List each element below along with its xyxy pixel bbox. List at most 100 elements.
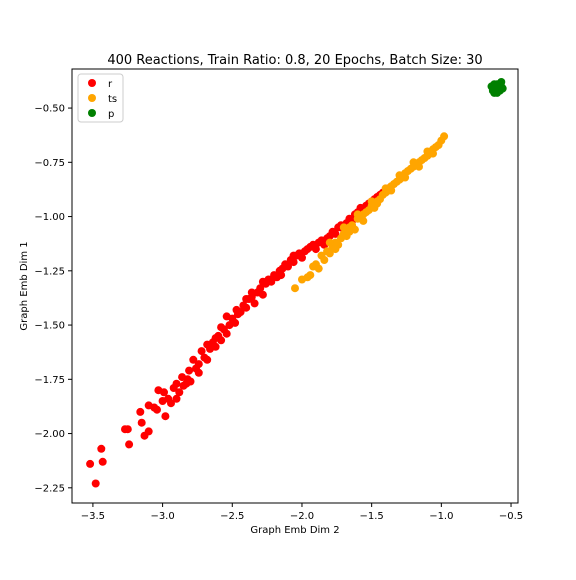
series-p	[487, 78, 507, 97]
x-tick-label: −1.5	[360, 511, 384, 522]
point-r-2	[97, 444, 106, 453]
point-r-13	[153, 405, 161, 414]
point-r-104	[172, 379, 181, 388]
y-tick-label: −1.75	[34, 375, 65, 386]
point-r-71	[311, 245, 320, 254]
point-r-103	[211, 334, 220, 343]
point-r-39	[222, 329, 231, 338]
point-ts-62	[359, 210, 368, 219]
point-ts-54	[353, 210, 362, 219]
point-r-63	[289, 258, 298, 267]
chart-title: 400 Reactions, Train Ratio: 0.8, 20 Epoc…	[107, 53, 482, 68]
x-axis-label: Graph Emb Dim 2	[250, 525, 339, 536]
x-tick-label: −0.5	[499, 511, 523, 522]
x-tick-label: −2.0	[290, 511, 314, 522]
point-r-5	[123, 425, 132, 434]
y-axis: −2.25 −2.00 −1.75 −1.50 −1.25 −1.00 −0.75 −0.50	[34, 104, 72, 494]
legend-label-p: p	[108, 109, 114, 120]
point-r-16	[161, 412, 170, 421]
point-ts-8	[320, 256, 329, 264]
point-r-111	[158, 397, 167, 405]
legend-frame	[77, 73, 124, 123]
point-r-55	[267, 277, 276, 286]
point-ts-58	[409, 158, 418, 167]
point-ts-60	[331, 245, 340, 254]
legend-marker-ts	[88, 94, 96, 102]
legend-marker-r	[88, 79, 96, 87]
point-r-101	[258, 277, 267, 286]
point-ts-22	[359, 216, 368, 225]
point-ts-52	[325, 238, 334, 247]
x-axis: −3.5 −3.0 −2.5 −2.0 −1.5 −1.0 −0.5	[81, 503, 523, 522]
point-ts-64	[387, 186, 396, 195]
point-r-51	[256, 284, 265, 293]
point-r-100	[232, 305, 241, 314]
point-r-20	[172, 394, 181, 403]
point-r-107	[222, 312, 231, 321]
point-ts-6	[314, 264, 323, 273]
point-r-102	[194, 368, 203, 377]
x-tick-label: −3.0	[150, 511, 174, 522]
point-r-98	[217, 323, 226, 332]
x-tick-label: −2.5	[220, 511, 244, 522]
point-r-61	[284, 262, 292, 271]
point-r-18	[167, 399, 175, 408]
point-r-30	[197, 347, 206, 356]
x-tick-label: −1.0	[429, 511, 453, 522]
x-tick-label: −3.5	[81, 511, 105, 522]
legend-marker-p	[88, 109, 96, 117]
point-r-66	[298, 253, 306, 262]
point-r-7	[136, 407, 145, 416]
point-r-106	[277, 271, 286, 280]
marks-layer	[86, 78, 507, 488]
y-tick-label: −1.00	[34, 212, 65, 223]
legend: r ts p	[77, 73, 124, 123]
point-r-3	[98, 457, 107, 466]
point-r-110	[289, 251, 298, 260]
point-ts-51	[440, 132, 449, 141]
y-tick-label: −1.50	[34, 321, 65, 332]
point-r-1	[91, 479, 100, 488]
point-r-99	[203, 340, 212, 349]
point-r-49	[250, 299, 259, 308]
y-axis-label: Graph Emb Dim 1	[19, 241, 30, 330]
point-ts-53	[339, 223, 348, 232]
point-ts-0	[291, 284, 299, 293]
point-ts-3	[306, 271, 315, 280]
point-ts-10	[325, 249, 334, 258]
point-r-109	[242, 295, 251, 303]
series-ts	[291, 132, 449, 293]
y-tick-label: −2.25	[34, 483, 65, 494]
point-r-78	[331, 229, 340, 238]
point-r-6	[125, 440, 134, 449]
point-r-27	[189, 355, 198, 364]
point-r-52	[258, 290, 267, 299]
point-r-105	[247, 288, 256, 297]
point-p-15	[497, 82, 506, 91]
point-ts-65	[401, 173, 410, 182]
legend-label-ts: ts	[108, 94, 117, 105]
point-ts-67	[429, 149, 437, 158]
plot-frame	[71, 68, 519, 504]
point-r-108	[183, 375, 192, 384]
legend-label-r: r	[108, 79, 113, 90]
y-tick-label: −0.75	[34, 158, 65, 169]
point-r-15	[160, 388, 168, 397]
point-r-8	[137, 418, 146, 427]
point-r-0	[86, 459, 95, 468]
point-r-29	[194, 360, 203, 369]
point-ts-66	[415, 162, 423, 171]
point-r-11	[144, 427, 153, 436]
y-tick-label: −0.50	[34, 104, 65, 115]
point-ts-63	[373, 199, 382, 208]
point-ts-61	[345, 227, 354, 236]
y-tick-label: −2.00	[34, 429, 65, 440]
point-r-21	[175, 388, 184, 397]
point-r-35	[211, 342, 220, 351]
point-r-25	[185, 366, 194, 375]
y-tick-label: −1.25	[34, 266, 65, 277]
point-r-42	[231, 318, 240, 327]
point-r-46	[242, 303, 251, 312]
